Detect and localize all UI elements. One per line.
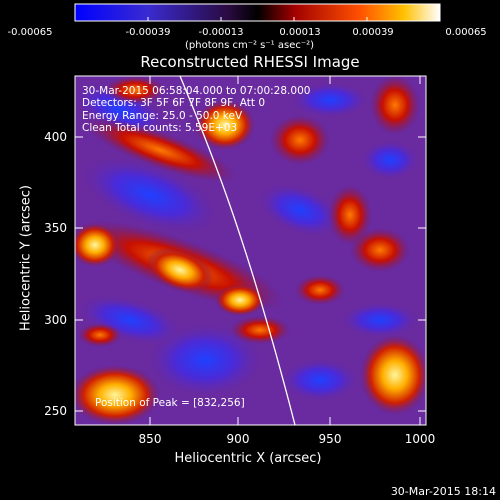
x-tick-label: 850 [138,432,162,446]
solar-limb-line [179,76,296,425]
energy-annotation: Energy Range: 25.0 - 50.0 keV [82,110,243,122]
peak-position-annotation: Position of Peak = [832,256] [95,397,245,409]
y-tick-label: 350 [44,221,67,235]
colorbar-tick: -0.00013 [198,27,244,38]
time-range-annotation: 30-Mar-2015 06:58:04.000 to 07:00:28.000 [82,85,311,97]
detectors-annotation: Detectors: 3F 5F 6F 7F 8F 9F, Att 0 [82,97,266,109]
heatmap-image [75,76,426,425]
colorbar-tick: -0.00065 [7,27,53,38]
colorbar-tick: 0.00013 [279,27,321,38]
y-tick-label: 300 [44,313,67,327]
x-axis-label: Heliocentric X (arcsec) [174,451,322,466]
colorbar-tick: -0.00039 [125,27,171,38]
colorbar [74,3,441,22]
colorbar-tick: 0.00065 [445,27,487,38]
timestamp: 30-Mar-2015 18:14 [390,485,496,498]
plot-title: Reconstructed RHESSI Image [140,53,360,71]
colorbar-unit-label: (photons cm⁻² s⁻¹ asec⁻²) [185,40,315,51]
plot-frame [74,75,427,426]
x-tick-label: 950 [318,432,342,446]
clean-annotation: Clean Total counts: 5.59E+03 [82,122,238,134]
y-axis-label: Heliocentric Y (arcsec) [18,185,34,331]
x-tick-label: 1000 [404,432,436,446]
y-tick-label: 250 [44,404,67,418]
y-tick-label: 400 [44,130,67,144]
x-tick-label: 900 [226,432,250,446]
colorbar-tick: 0.00039 [352,27,394,38]
